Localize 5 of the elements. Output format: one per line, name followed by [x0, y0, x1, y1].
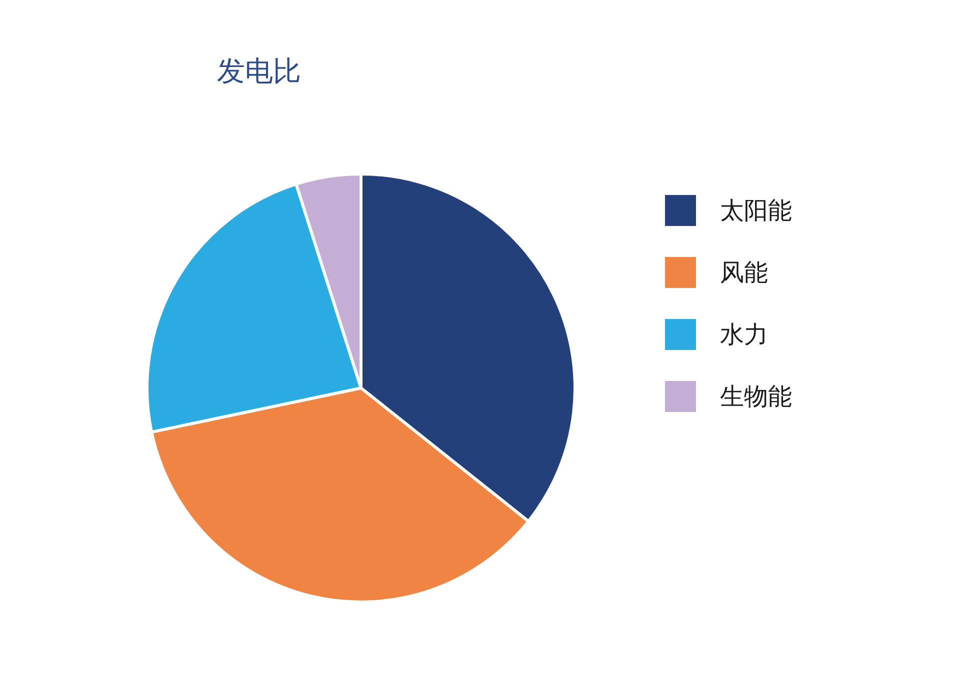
legend-label: 风能 [720, 258, 768, 286]
legend-label: 生物能 [720, 382, 792, 410]
legend-label: 水力 [720, 320, 768, 348]
chart-title: 发电比 [217, 54, 301, 88]
legend-label: 太阳能 [720, 196, 792, 224]
